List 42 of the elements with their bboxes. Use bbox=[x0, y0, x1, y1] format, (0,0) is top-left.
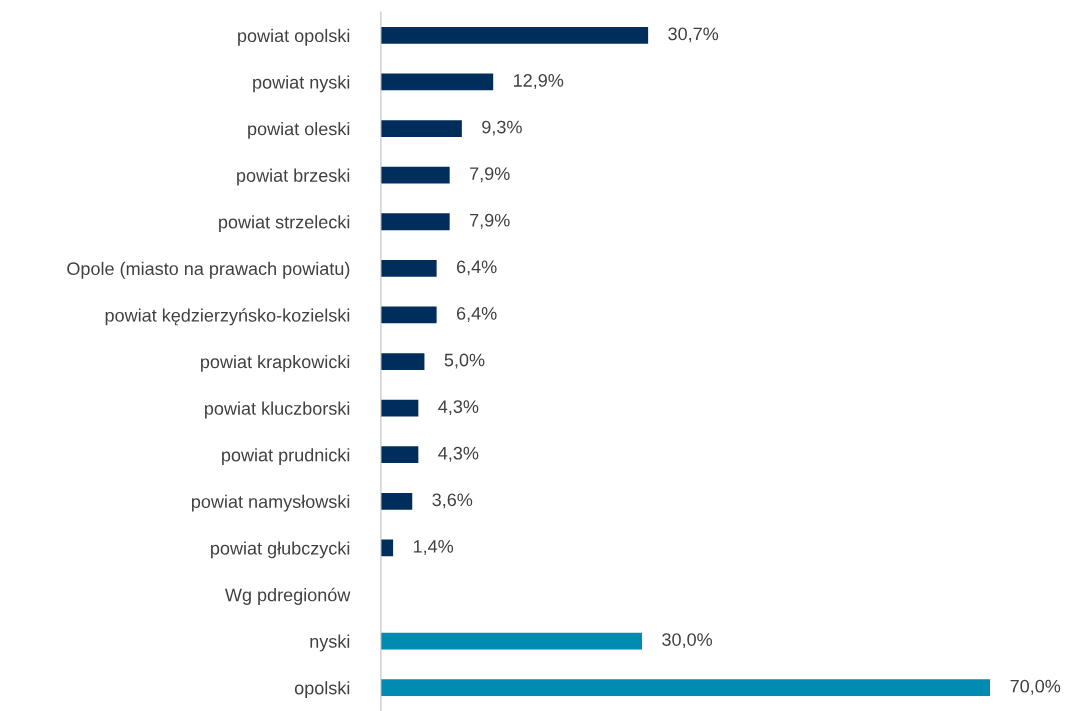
bar bbox=[380, 353, 425, 370]
y-tick-label: nyski bbox=[310, 634, 350, 652]
data-label: 6,4% bbox=[456, 307, 497, 322]
bar bbox=[380, 120, 462, 137]
bar bbox=[380, 166, 450, 184]
data-label: 3,6% bbox=[432, 493, 473, 509]
data-label: 7,9% bbox=[470, 167, 510, 183]
y-tick-label: powiat głubczycki bbox=[211, 541, 350, 559]
y-tick-label: opolski bbox=[294, 681, 350, 698]
data-label: 5,0% bbox=[444, 353, 485, 369]
y-tick-label: Opole (miasto na prawach powiatu) bbox=[67, 261, 350, 279]
bar bbox=[380, 73, 494, 91]
bar bbox=[380, 213, 450, 231]
bar bbox=[380, 399, 419, 417]
data-label: 12,9% bbox=[514, 74, 564, 89]
y-tick-label: powiat brzeski bbox=[237, 168, 350, 186]
y-tick-label: powiat opolski bbox=[238, 28, 350, 46]
bar bbox=[380, 27, 649, 44]
y-tick-label: powiat strzelecki bbox=[219, 215, 350, 233]
data-label: 70,0% bbox=[1010, 679, 1061, 695]
y-tick-label: powiat namysłowski bbox=[191, 494, 350, 512]
data-label: 6,4% bbox=[456, 260, 497, 276]
y-tick-label: powiat kędzierzyńsko-kozielski bbox=[105, 308, 350, 326]
bar bbox=[380, 259, 437, 277]
bar bbox=[380, 679, 991, 697]
data-label: 1,4% bbox=[413, 540, 454, 555]
data-label: 4,3% bbox=[438, 400, 479, 416]
data-label: 30,7% bbox=[668, 27, 719, 43]
y-tick-label: powiat kluczborski bbox=[205, 401, 350, 419]
data-label: 4,3% bbox=[438, 446, 479, 462]
bar bbox=[380, 306, 437, 324]
bar bbox=[380, 492, 413, 510]
y-tick-label: Wg pdregionów bbox=[225, 587, 351, 605]
data-label: 30,0% bbox=[662, 633, 713, 649]
bar bbox=[380, 446, 419, 464]
y-tick-label: powiat krapkowicki bbox=[201, 355, 350, 372]
y-tick-label: powiat prudnicki bbox=[222, 448, 350, 466]
data-label: 7,9% bbox=[470, 213, 510, 229]
bar bbox=[380, 632, 643, 650]
data-label: 9,3% bbox=[482, 120, 522, 136]
y-tick-label: powiat nyski bbox=[253, 75, 350, 93]
y-tick-label: powiat oleski bbox=[248, 122, 350, 139]
